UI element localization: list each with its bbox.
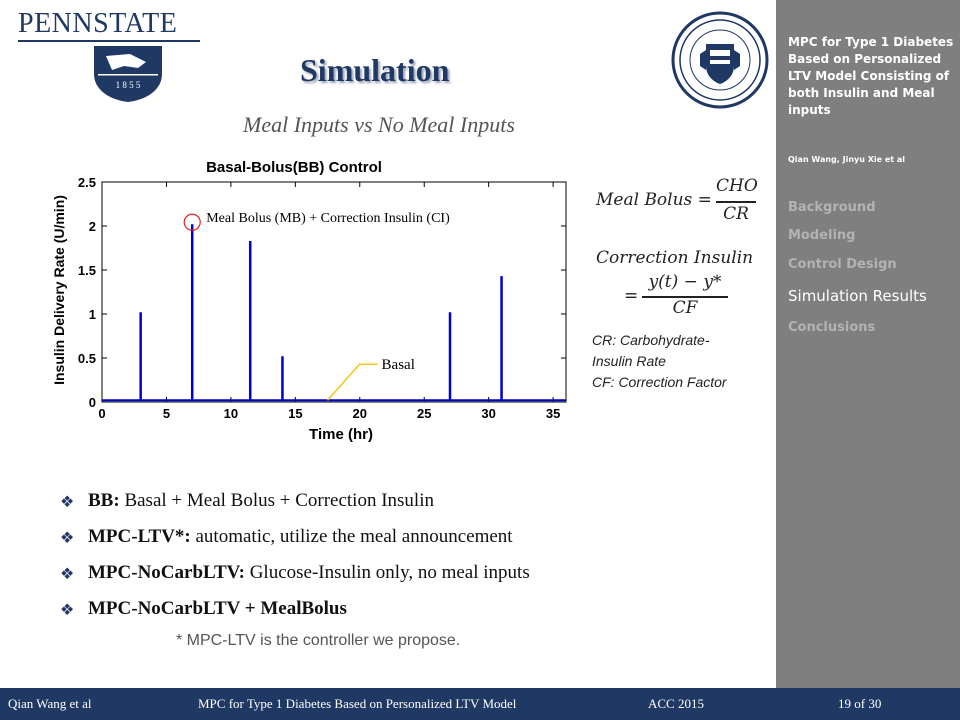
insulin-series	[102, 224, 566, 402]
chart-y-axis-label: Insulin Delivery Rate (U/min)	[51, 195, 67, 385]
sidebar-item-control-design[interactable]: Control Design	[788, 257, 897, 272]
sidebar-item-modeling[interactable]: Modeling	[788, 228, 856, 243]
sidebar-authors: Qian Wang, Jinyu Xie et al	[788, 155, 906, 164]
pennstate-wordmark: PENNSTATE	[18, 8, 178, 39]
x-ticks: 0 5 10 15 20 25 30 35	[98, 182, 560, 421]
peak-highlight-circle	[183, 213, 201, 231]
x-tick-label: 15	[288, 406, 302, 421]
meal-bolus-lhs: Meal Bolus =	[596, 190, 712, 210]
bullet-term: MPC-NoCarbLTV:	[88, 562, 245, 583]
x-tick-label: 25	[417, 406, 431, 421]
slide-subtitle: Meal Inputs vs No Meal Inputs	[243, 112, 515, 137]
y-tick-label: 2.5	[78, 175, 96, 190]
bolus-annotation: Meal Bolus (MB) + Correction Insulin (CI…	[206, 211, 450, 226]
diamond-bullet-icon: ❖	[60, 530, 75, 547]
x-tick-label: 20	[353, 406, 367, 421]
diamond-bullet-icon: ❖	[60, 566, 75, 583]
sidebar-item-conclusions[interactable]: Conclusions	[788, 320, 876, 335]
slide-content: PENNSTATE 1 8 5 5 Simulation Meal Inputs…	[18, 8, 769, 649]
bullet-term: MPC-NoCarbLTV + MealBolus	[88, 598, 347, 619]
chart-annotations: Meal Bolus (MB) + Correction Insulin (CI…	[183, 211, 450, 401]
meal-bolus-equation: Meal Bolus = CHO CR	[596, 176, 766, 228]
y-tick-label: 1.5	[78, 263, 96, 278]
x-tick-label: 0	[98, 406, 105, 421]
bullet-item: ❖ MPC-LTV*: automatic, utilize the meal …	[60, 526, 530, 562]
definitions: CR: Carbohydrate- Insulin Rate CF: Corre…	[592, 330, 727, 393]
x-tick-label: 10	[224, 406, 238, 421]
slide-title: Simulation	[300, 52, 450, 88]
bullet-text: Glucose-Insulin only, no meal inputs	[244, 562, 530, 583]
bullet-item: ❖ MPC-NoCarbLTV: Glucose-Insulin only, n…	[60, 562, 530, 598]
bullet-text: automatic, utilize the meal announcement	[190, 526, 513, 547]
meal-bolus-numerator: CHO	[716, 176, 758, 196]
x-tick-label: 35	[546, 406, 560, 421]
y-ticks: 0 0.5 1 1.5 2 2.5	[78, 175, 566, 410]
diamond-bullet-icon: ❖	[60, 494, 75, 511]
correction-denominator: CF	[672, 298, 698, 318]
cf-definition: CF: Correction Factor	[592, 374, 727, 390]
x-tick-label: 30	[481, 406, 495, 421]
sidebar-talk-title: MPC for Type 1 Diabetes Based on Persona…	[788, 35, 954, 117]
footer-talk-title: MPC for Type 1 Diabetes Based on Persona…	[198, 696, 517, 711]
diamond-bullet-icon: ❖	[60, 602, 75, 619]
bb-control-chart: Basal-Bolus(BB) Control Insulin Delivery…	[51, 159, 567, 443]
y-tick-label: 1	[89, 307, 96, 322]
bullet-list: ❖ BB: Basal + Meal Bolus + Correction In…	[60, 490, 530, 634]
footer-venue: ACC 2015	[648, 696, 704, 711]
cr-definition-line2: Insulin Rate	[592, 353, 666, 369]
chart-title: Basal-Bolus(BB) Control	[206, 159, 382, 176]
cr-definition-line1: CR: Carbohydrate-	[592, 332, 710, 348]
footer-author: Qian Wang et al	[8, 696, 92, 711]
university-seal-icon	[671, 11, 769, 109]
bullet-item: ❖ BB: Basal + Meal Bolus + Correction In…	[60, 490, 530, 526]
chart-x-axis-label: Time (hr)	[309, 426, 373, 443]
correction-insulin-title: Correction Insulin	[596, 248, 754, 268]
bullet-term: MPC-LTV*:	[88, 526, 191, 547]
correction-numerator: y(t) − y*	[648, 272, 722, 292]
footer-page-number: 19 of 30	[838, 696, 882, 711]
correction-equals: =	[624, 286, 639, 306]
logo-years: 1 8 5 5	[116, 80, 141, 90]
bullet-text: Basal + Meal Bolus + Correction Insulin	[119, 490, 434, 511]
sidebar-item-simulation-results[interactable]: Simulation Results	[788, 287, 927, 305]
basal-annotation: Basal	[382, 357, 415, 373]
bullet-term: BB:	[88, 490, 120, 511]
meal-bolus-denominator: CR	[723, 204, 749, 224]
fraction-bar	[642, 296, 728, 298]
bullet-item: ❖ MPC-NoCarbLTV + MealBolus	[60, 598, 530, 634]
footnote: * MPC-LTV is the controller we propose.	[176, 632, 461, 649]
basal-leader-line	[326, 363, 378, 401]
plot-area	[101, 181, 567, 403]
y-tick-label: 0	[89, 395, 96, 410]
logo-rule	[18, 40, 200, 42]
y-tick-label: 2	[89, 219, 96, 234]
fraction-bar	[716, 201, 756, 203]
pennstate-shield-icon: 1 8 5 5	[94, 46, 162, 102]
correction-insulin-equation: Correction Insulin = y(t) − y* CF	[596, 248, 766, 320]
x-tick-label: 5	[163, 406, 170, 421]
y-tick-label: 0.5	[78, 351, 96, 366]
sidebar-item-background[interactable]: Background	[788, 200, 876, 215]
sidebar	[776, 0, 960, 688]
footer-bar: Qian Wang et al MPC for Type 1 Diabetes …	[0, 688, 960, 720]
